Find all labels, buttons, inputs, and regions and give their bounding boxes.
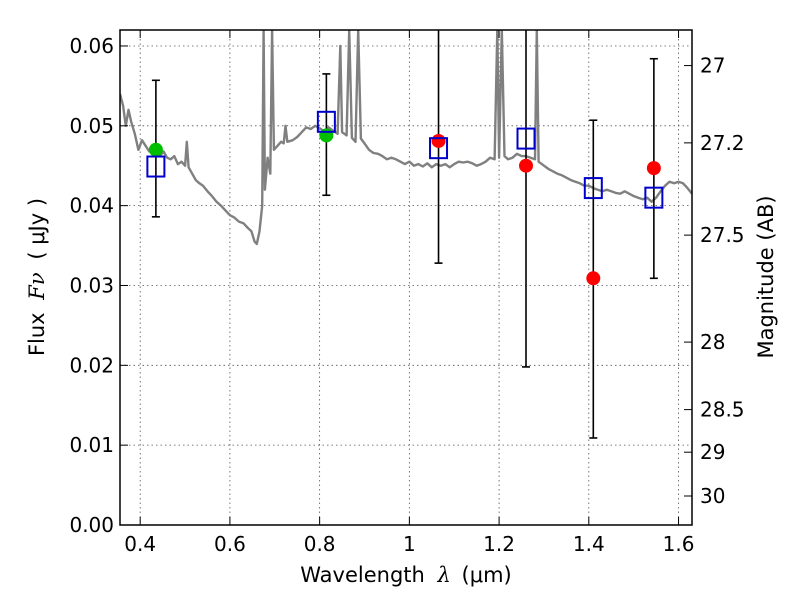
observed_detected-point <box>319 128 334 143</box>
x-tick-label: 1.4 <box>573 532 605 556</box>
y2-tick-label: 29 <box>700 440 725 464</box>
observed_nondetected-point <box>586 271 601 286</box>
y2-tick-label: 30 <box>700 484 725 508</box>
y2-tick-label: 28.5 <box>700 398 745 422</box>
y-tick-label: 0.00 <box>69 513 114 537</box>
x-axis-symbol: λ <box>437 563 451 587</box>
y-tick-label: 0.02 <box>69 353 114 377</box>
plot-background <box>120 30 692 525</box>
x-tick-label: 1.6 <box>663 532 695 556</box>
y-axis-unit: ( μJy ) <box>25 198 49 260</box>
y-axis-symbol: Fν <box>25 272 49 301</box>
x-tick-label: 0.6 <box>214 532 246 556</box>
plot-frame <box>119 29 693 526</box>
error-bar-layer <box>146 30 664 439</box>
x-tick-label: 1.2 <box>483 532 515 556</box>
observed_nondetected-point <box>646 161 661 176</box>
y2-tick-label: 27.5 <box>700 223 745 247</box>
model-photometry-square <box>146 155 166 178</box>
y2-tick-label: 28 <box>700 330 725 354</box>
sed-model-line <box>120 30 692 246</box>
x-axis-label: Wavelength <box>300 563 425 587</box>
y2-tick-label: 27.2 <box>700 131 745 155</box>
x-axis-unit: (μm) <box>462 563 512 587</box>
observed_nondetected-point <box>431 133 446 148</box>
x-tick-label: 1 <box>403 532 416 556</box>
observed_detected-point <box>148 142 163 157</box>
model-photometry-square <box>316 110 336 133</box>
model-photometry-square <box>429 137 449 160</box>
y-tick-label: 0.06 <box>69 34 114 58</box>
y2-tick-label: 27 <box>700 54 725 78</box>
y-tick-label: 0.01 <box>69 433 114 457</box>
model-photometry-square <box>644 186 664 209</box>
y2-axis-title: Magnitude (AB) <box>754 195 778 358</box>
x-tick-label: 0.8 <box>304 532 336 556</box>
model-photometry-square <box>516 127 536 150</box>
x-tick-label: 0.4 <box>124 532 156 556</box>
data-layer <box>120 30 692 246</box>
y-tick-label: 0.03 <box>69 273 114 297</box>
observed_nondetected-point <box>519 158 534 173</box>
model-photometry-square <box>583 177 603 200</box>
y-tick-label: 0.05 <box>69 114 114 138</box>
y-axis-label: Flux <box>25 312 49 356</box>
y-tick-label: 0.04 <box>69 194 114 218</box>
ticks: 0.4 0.6 0.8 1 1.2 1.4 1.6 0.00 0.01 0.02 0.03 0.04 0… <box>69 30 745 556</box>
x-axis-title: Wavelength λ (μm) <box>300 563 511 587</box>
grid <box>120 30 692 526</box>
y-axis-title: Flux Fν ( μJy ) <box>25 198 49 356</box>
